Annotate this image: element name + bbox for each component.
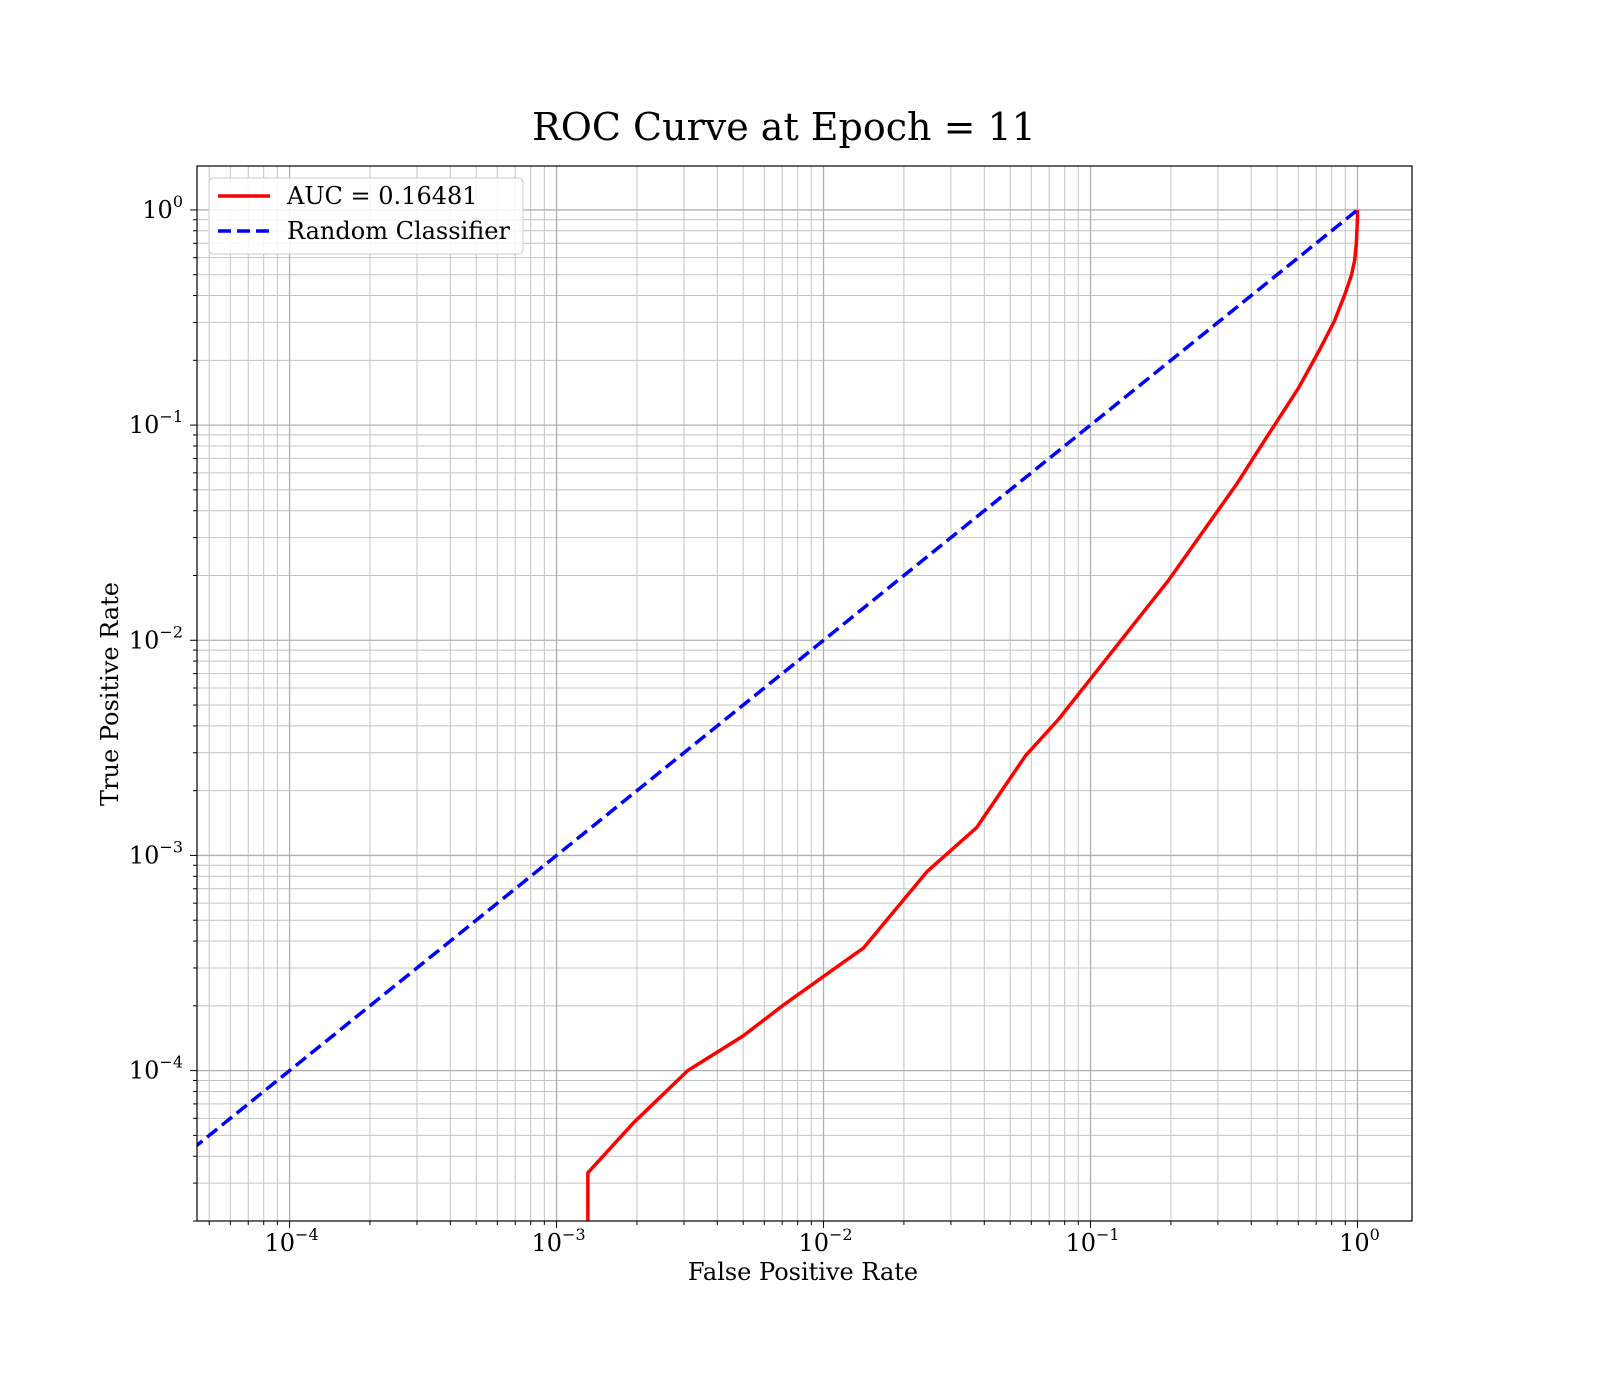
y-tick-label: 100	[142, 192, 183, 224]
y-tick-label: 10−4	[129, 1053, 183, 1085]
major-gridlines	[197, 166, 1412, 1221]
x-axis-ticks: 10−4 10−3 10−2 10−1 100	[208, 1221, 1380, 1257]
y-tick-label: 10−1	[129, 407, 183, 439]
x-axis-label: False Positive Rate	[688, 1258, 918, 1286]
y-tick-label: 10−2	[129, 622, 183, 654]
legend-label-random: Random Classifier	[287, 217, 510, 245]
x-tick-label: 10−4	[265, 1225, 319, 1257]
x-tick-label: 100	[1339, 1225, 1380, 1257]
y-tick-label: 10−3	[129, 837, 183, 869]
minor-gridlines	[197, 166, 1412, 1222]
x-tick-label: 10−3	[531, 1225, 585, 1257]
plot-frame	[196, 165, 1413, 1222]
chart-title: ROC Curve at Epoch = 11	[532, 105, 1036, 149]
legend-box	[208, 177, 524, 255]
y-axis-label: True Positive Rate	[96, 582, 124, 806]
random-classifier-line	[197, 208, 1359, 1148]
legend: AUC = 0.16481 Random Classifier	[208, 177, 524, 255]
legend-label-auc: AUC = 0.16481	[286, 182, 478, 210]
x-tick-label: 10−1	[1065, 1225, 1119, 1257]
series-layer	[197, 208, 1360, 1221]
roc-curve-line	[586, 209, 1360, 1221]
y-axis-ticks: 10−4 10−3 10−2 10−1 100	[129, 192, 197, 1222]
x-tick-label: 10−2	[798, 1225, 852, 1257]
